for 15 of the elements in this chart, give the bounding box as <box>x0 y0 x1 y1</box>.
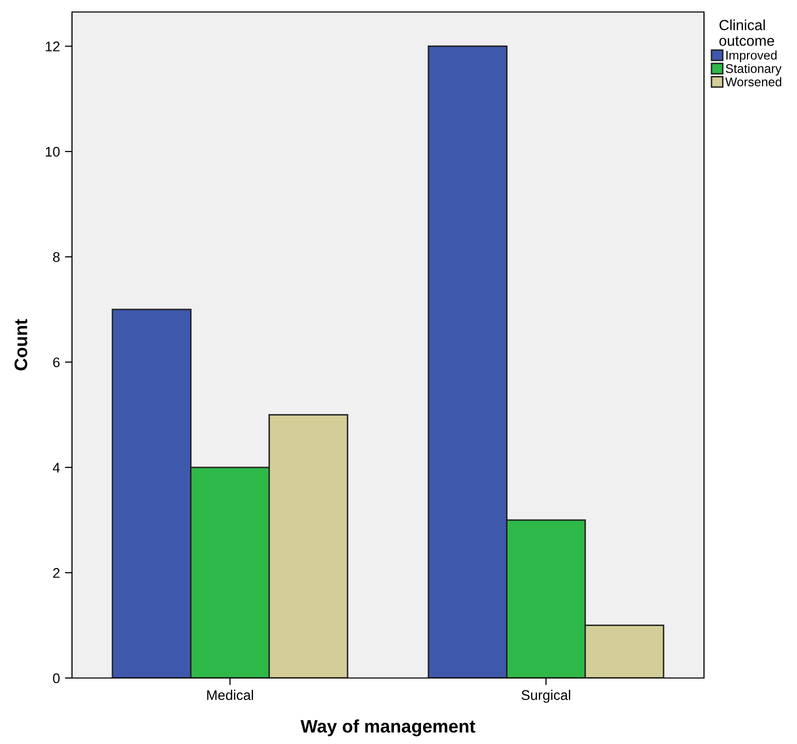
legend-label: Worsened <box>725 77 782 86</box>
y-tick-label: 12 <box>46 42 60 52</box>
x-axis-title: Way of management <box>300 719 476 736</box>
y-tick-label: 4 <box>52 462 60 472</box>
y-tick-label: 10 <box>46 146 60 157</box>
legend-label: Improved <box>726 50 777 62</box>
x-tick-label: Surgical <box>522 690 570 703</box>
x-tick-label: Medical <box>207 690 253 700</box>
legend-label: Stationary <box>726 64 782 76</box>
y-axis-title: Count <box>14 319 28 370</box>
y-tick-label: 8 <box>53 252 60 262</box>
y-tick-label: 0 <box>53 673 60 684</box>
y-tick-label: 6 <box>53 357 60 368</box>
y-tick-label: 2 <box>53 568 60 578</box>
legend-title: Clinical outcome <box>719 20 774 46</box>
